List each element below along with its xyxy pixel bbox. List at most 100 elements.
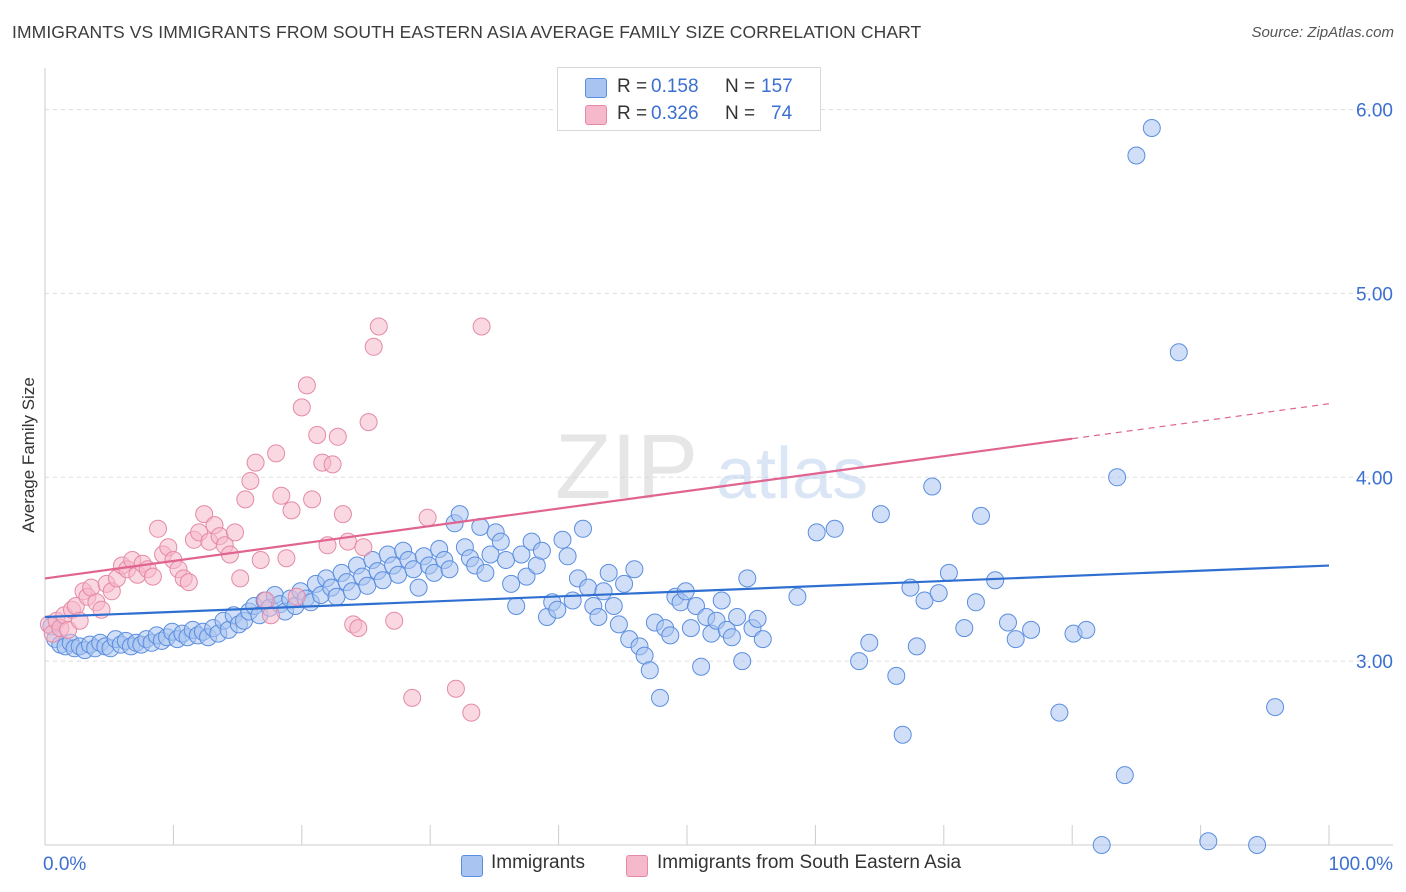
point-immigrants: [687, 597, 705, 615]
stats-row-sea: R = 0.326 N = 74: [558, 100, 820, 128]
point-immigrants: [579, 578, 598, 597]
x-tick-label: 100.0%: [1329, 854, 1394, 875]
watermark-atlas: atlas: [716, 434, 868, 514]
point-immigrants: [907, 637, 926, 656]
point-sea: [195, 505, 214, 524]
point-sea: [323, 455, 342, 474]
point-immigrants: [1022, 620, 1041, 639]
point-sea: [297, 376, 316, 395]
point-sea: [231, 569, 250, 588]
point-sea: [418, 508, 437, 527]
stats-row-immigrants: R = 0.158 N = 157: [558, 73, 820, 101]
point-immigrants: [1050, 703, 1069, 722]
point-sea: [369, 317, 388, 336]
legend-label-sea: Immigrants from South Eastern Asia: [657, 852, 962, 873]
point-immigrants: [738, 569, 757, 588]
r-label: R =: [617, 103, 648, 124]
r-label: R =: [617, 76, 648, 97]
point-immigrants: [497, 551, 515, 569]
r-value: 0.158: [651, 76, 699, 97]
point-immigrants: [609, 615, 628, 634]
point-sea: [149, 519, 167, 538]
chart-title: IMMIGRANTS VS IMMIGRANTS FROM SOUTH EAST…: [12, 22, 922, 42]
point-sea: [462, 703, 481, 722]
point-sea: [472, 317, 491, 336]
legend-swatch-pink: [585, 105, 607, 125]
point-immigrants: [887, 666, 906, 685]
point-immigrants: [955, 619, 974, 638]
point-immigrants: [860, 633, 879, 652]
legend-swatch-immigrants: [461, 855, 483, 877]
point-immigrants: [640, 661, 659, 680]
point-immigrants: [517, 567, 536, 586]
point-immigrants: [1108, 468, 1127, 487]
point-immigrants: [373, 571, 392, 590]
point-immigrants: [358, 576, 377, 595]
y-tick-label: 6.00: [1356, 101, 1393, 122]
point-immigrants: [409, 578, 428, 597]
trend-line: [44, 564, 1330, 619]
point-sea: [354, 538, 373, 557]
watermark: ZIP atlas: [555, 416, 868, 518]
point-immigrants: [733, 652, 752, 671]
axis-layer: 3.00 4.00 5.00 6.00 0.0% 100.0%: [43, 68, 1393, 875]
point-immigrants: [491, 532, 510, 551]
point-immigrants: [507, 597, 526, 615]
point-sea: [251, 551, 270, 569]
point-immigrants: [1127, 146, 1146, 165]
point-sea: [262, 606, 280, 625]
point-immigrants: [548, 600, 567, 619]
point-sea: [282, 501, 301, 520]
point-sea: [292, 398, 311, 417]
point-immigrants: [589, 608, 608, 626]
point-sea: [287, 587, 306, 606]
y-tick-label: 3.00: [1356, 652, 1393, 673]
point-immigrants: [440, 560, 459, 579]
point-immigrants: [599, 563, 618, 582]
point-immigrants: [939, 563, 958, 582]
point-immigrants: [999, 613, 1017, 632]
point-immigrants: [972, 506, 990, 525]
point-sea: [246, 453, 265, 472]
point-immigrants: [604, 597, 623, 615]
point-immigrants: [327, 587, 346, 606]
point-immigrants: [476, 563, 495, 582]
point-immigrants: [651, 688, 669, 707]
point-immigrants: [661, 626, 680, 645]
point-immigrants: [1077, 620, 1096, 639]
n-value: 157: [761, 76, 793, 97]
point-sea: [241, 472, 260, 490]
point-sea: [236, 490, 255, 509]
r-value: 0.326: [651, 103, 699, 124]
point-immigrants: [915, 591, 934, 610]
point-immigrants: [1092, 836, 1111, 854]
source-label: Source: ZipAtlas.com: [1251, 24, 1394, 41]
point-immigrants: [594, 582, 613, 601]
point-immigrants: [871, 505, 890, 524]
point-immigrants: [728, 608, 747, 626]
point-immigrants: [966, 593, 985, 612]
points-layer: [39, 119, 1285, 854]
point-immigrants: [1142, 119, 1161, 137]
point-immigrants: [712, 591, 731, 610]
point-immigrants: [1115, 766, 1134, 785]
point-immigrants: [389, 565, 408, 584]
point-immigrants: [893, 725, 912, 744]
n-label: N =: [725, 76, 756, 97]
grid-layer: [45, 109, 1389, 662]
point-immigrants: [1006, 630, 1025, 649]
point-sea: [333, 505, 352, 524]
point-immigrants: [502, 574, 521, 593]
point-sea: [226, 523, 244, 542]
point-sea: [349, 619, 368, 638]
legend-swatch-blue: [585, 78, 607, 98]
point-sea: [308, 426, 327, 444]
point-immigrants: [558, 547, 577, 566]
point-immigrants: [615, 574, 634, 593]
point-immigrants: [681, 619, 700, 638]
point-immigrants: [923, 477, 942, 496]
point-immigrants: [1248, 836, 1267, 854]
point-sea: [143, 567, 162, 586]
point-immigrants: [574, 519, 592, 538]
